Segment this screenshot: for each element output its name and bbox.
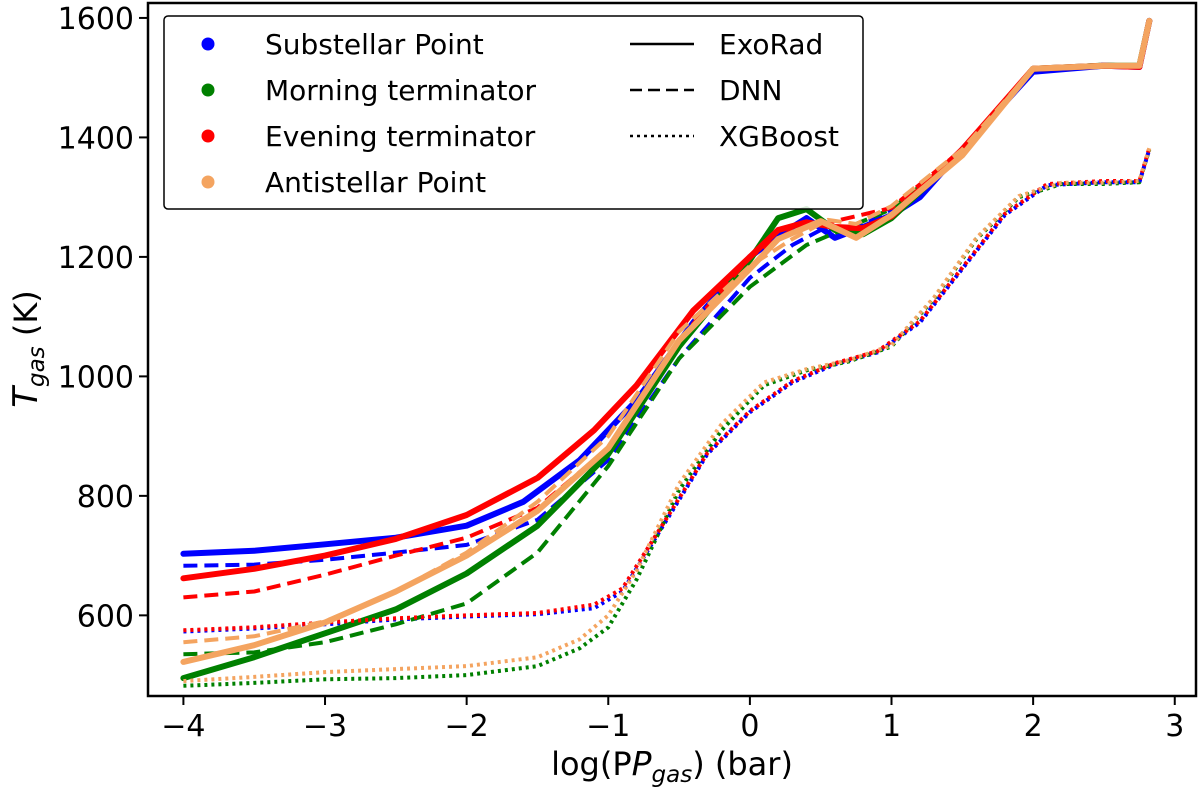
- x-tick-label: −4: [161, 709, 205, 744]
- x-tick-label: −1: [586, 709, 630, 744]
- x-tick-label: −3: [303, 709, 347, 744]
- legend-marker-evening-terminator: [201, 129, 215, 143]
- y-tick-label: 1400: [58, 121, 134, 156]
- legend-label-dnn: DNN: [719, 74, 782, 107]
- y-tick-label: 1200: [58, 241, 134, 276]
- series-layer: [180, 17, 1153, 688]
- y-tick-label: 600: [77, 599, 134, 634]
- legend-marker-morning-terminator: [201, 83, 215, 97]
- series-line-substellar-point-xgboost: [183, 148, 1152, 634]
- x-tick-label: 0: [740, 709, 759, 744]
- y-axis-ticks: 600 800 1000 1200 1400 1600: [58, 2, 148, 634]
- series-line-antistellar-point-xgboost: [183, 147, 1152, 684]
- series-line-antistellar-point-dnn: [183, 23, 1152, 645]
- x-tick-label: −2: [445, 709, 489, 744]
- legend-label-exorad: ExoRad: [719, 28, 823, 61]
- series-line-morning-terminator-xgboost: [183, 148, 1152, 688]
- plot-frame: [146, 1, 1198, 698]
- x-tick-label: 1: [882, 709, 901, 744]
- y-tick-label: 1600: [58, 2, 134, 37]
- x-tick-label: 2: [1024, 709, 1043, 744]
- legend-label-evening-terminator: Evening terminator: [265, 120, 536, 153]
- series-line-evening-terminator-xgboost: [183, 147, 1152, 633]
- legend-label-substellar-point: Substellar Point: [265, 28, 484, 61]
- legend-locations: Substellar Point Morning terminator Evenin…: [201, 28, 537, 199]
- legend-box: [163, 15, 864, 210]
- x-axis-label: log(PPgas) (bar): [551, 744, 793, 788]
- legend-marker-substellar-point: [201, 37, 215, 51]
- y-axis-label: Tgas (K): [6, 290, 50, 408]
- legend-marker-antistellar-point: [201, 175, 215, 189]
- y-tick-label: 1000: [58, 360, 134, 395]
- legend: Substellar Point Morning terminator Evenin…: [163, 15, 864, 210]
- legend-models: ExoRad DNN XGBoost: [630, 28, 839, 153]
- legend-label-morning-terminator: Morning terminator: [265, 74, 537, 107]
- legend-label-xgboost: XGBoost: [719, 120, 839, 153]
- x-tick-label: 3: [1165, 709, 1184, 744]
- y-tick-label: 800: [77, 480, 134, 515]
- x-axis-ticks: −4 −3 −2 −1 0 1 2 3: [161, 696, 1184, 744]
- legend-label-antistellar-point: Antistellar Point: [265, 166, 486, 199]
